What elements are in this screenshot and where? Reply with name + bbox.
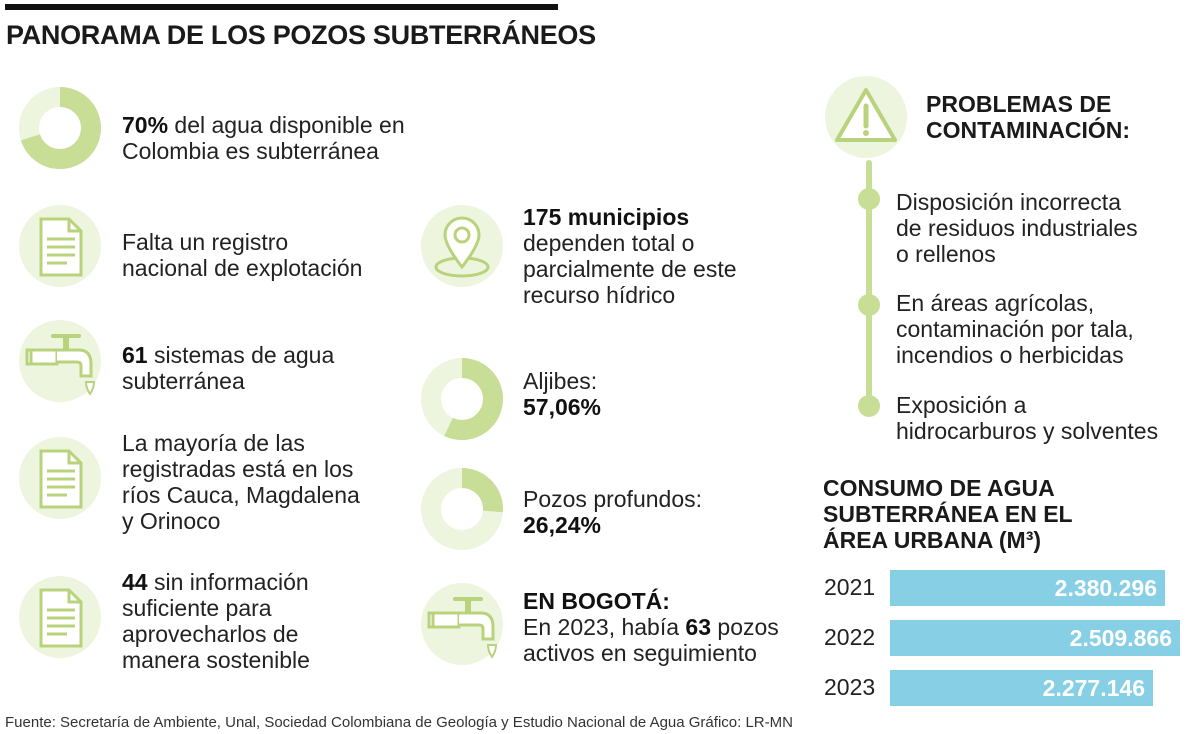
problem-item: Disposición incorrecta de residuos indus… [896, 189, 1138, 267]
problem-item: Exposición a hidrocarburos y solventes [896, 392, 1159, 444]
timeline-dot [858, 395, 880, 417]
chart-title: CONSUMO DE AGUA SUBTERRÁNEA EN EL ÁREA U… [823, 475, 1073, 553]
page-title: PANORAMA DE LOS POZOS SUBTERRÁNEOS [6, 20, 596, 50]
bar [890, 620, 1180, 656]
stat-aljibes-text: Aljibes: 57,06% [523, 368, 602, 420]
bar-year-label: 2023 [824, 674, 876, 700]
stat-rios-text: La mayoría de las registradas está en lo… [122, 430, 360, 534]
location-pin-icon [421, 205, 503, 287]
stat-municipios-text: 175 municipios dependen total o parcialm… [523, 204, 737, 308]
problems-title: PROBLEMAS DE CONTAMINACIÓN: [926, 91, 1130, 143]
bar [890, 570, 1165, 606]
faucet-icon [421, 583, 503, 665]
source-note: Fuente: Secretaría de Ambiente, Unal, So… [5, 714, 793, 731]
faucet-icon [19, 320, 101, 402]
water-percent-donut-icon [19, 87, 101, 169]
document-icon [19, 437, 101, 519]
bar-value-label: 2.277.146 [1042, 675, 1145, 701]
pozos-donut-icon [421, 468, 503, 550]
bar-year-label: 2022 [824, 624, 876, 650]
bar-value-label: 2.509.866 [1069, 625, 1172, 651]
bar-year-label: 2021 [824, 574, 876, 600]
problem-item: En áreas agrícolas, contaminación por ta… [896, 290, 1134, 368]
bar-value-label: 2.380.296 [1054, 575, 1157, 601]
aljibes-donut-icon [421, 358, 503, 440]
stat-pozos-text: Pozos profundos: 26,24% [523, 486, 703, 538]
timeline-dot [858, 188, 880, 210]
document-icon [19, 205, 101, 287]
stat-registro-text: Falta un registro nacional de explotació… [122, 229, 363, 281]
stat-bogota-text: EN BOGOTÁ: En 2023, había 63 pozos activ… [523, 588, 779, 666]
warning-icon [825, 76, 907, 158]
bar [890, 670, 1153, 706]
document-icon [19, 576, 101, 658]
timeline-dot [858, 294, 880, 316]
stat-agua-text: 70% del agua disponible en Colombia es s… [122, 112, 405, 164]
stat-sistemas-text: 61 sistemas de agua subterránea [122, 342, 335, 394]
timeline-line [866, 160, 872, 410]
top-rule [5, 4, 558, 10]
stat-sin-info-text: 44 sin información suficiente para aprov… [122, 569, 310, 673]
